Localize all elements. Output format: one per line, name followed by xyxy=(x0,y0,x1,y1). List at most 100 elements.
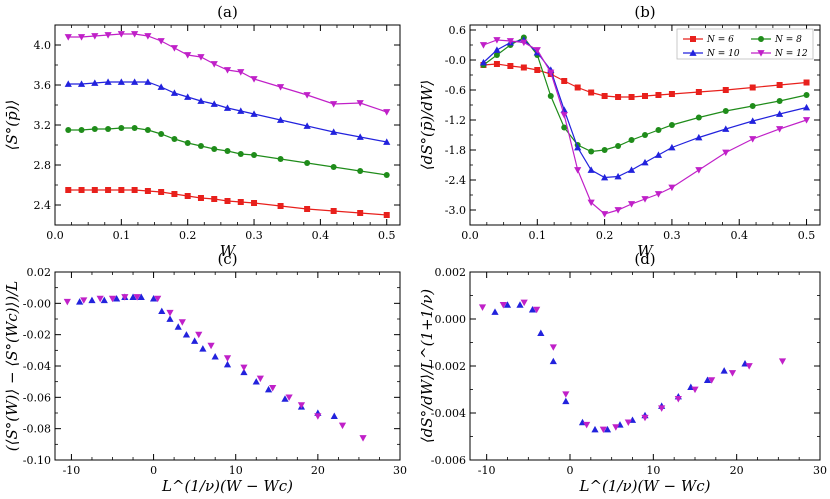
series-n6-point xyxy=(197,195,204,201)
panel-d: (d) L^(1/ν)(W − Wc) ⟨dS°/dW⟩/L^(1+1/ν) -… xyxy=(418,250,827,495)
series-n12-point xyxy=(223,355,232,362)
series-n10-point xyxy=(802,103,811,111)
legend-label-n6: N = 6 xyxy=(706,35,734,45)
series-n12 xyxy=(479,37,811,218)
panel-d-title: (d) xyxy=(634,250,655,268)
series-n12-point xyxy=(166,309,174,317)
series-n12-point xyxy=(802,117,811,124)
series-n12-point xyxy=(695,167,703,174)
series-n10-point xyxy=(720,367,728,374)
series-n10-point xyxy=(695,133,703,141)
series-n8-point xyxy=(304,160,311,166)
series-n8-point xyxy=(628,137,635,143)
series-n10-point xyxy=(223,104,232,111)
x-tick-label: 0.5 xyxy=(378,229,396,242)
series-n10-point xyxy=(237,107,245,114)
y-tick-label: -0.004 xyxy=(431,407,466,420)
series-n10 xyxy=(64,78,391,145)
y-tick-label: -0.04 xyxy=(23,360,51,373)
series-n10-point xyxy=(210,100,218,107)
series-n12-point xyxy=(80,297,88,304)
series-n12-point xyxy=(184,52,192,59)
y-tick-label: -0.02 xyxy=(23,329,51,342)
series-n10-point xyxy=(356,133,364,140)
series-n12-point xyxy=(285,394,293,401)
series-n8-point xyxy=(615,143,622,149)
series-n12-point xyxy=(144,33,152,40)
series-n6-point xyxy=(507,63,514,69)
series-n6-point xyxy=(574,84,581,91)
series-n6-point xyxy=(534,67,541,73)
series-n12-point xyxy=(297,402,306,409)
series-n12-point xyxy=(601,211,609,218)
series-n8-point xyxy=(131,125,138,131)
series-n12-point xyxy=(131,31,139,38)
series-n10-point xyxy=(182,331,191,338)
legend-label-n8: N = 8 xyxy=(774,35,802,45)
legend-frame xyxy=(676,28,814,60)
series-n8-point xyxy=(65,127,72,133)
series-n10-point xyxy=(197,97,205,104)
series-n10-line xyxy=(483,39,807,179)
series-n10-point xyxy=(100,296,108,304)
series-n6-point xyxy=(668,91,675,97)
series-n8-point xyxy=(251,152,258,158)
series-n8-point xyxy=(277,156,284,162)
series-n12-point xyxy=(627,201,636,208)
y-tick-label: -1.2 xyxy=(445,114,466,127)
series-n6-point xyxy=(184,193,191,199)
series-n12-point xyxy=(170,45,179,52)
series-n12-point xyxy=(63,298,71,306)
series-n12-point xyxy=(207,342,215,350)
series-n12-point xyxy=(223,67,232,74)
series-n8-point xyxy=(547,93,554,99)
series-n8-point xyxy=(144,127,151,133)
x-tick-label: -10 xyxy=(63,464,81,477)
series-n10-point xyxy=(211,353,219,360)
series-n12-line xyxy=(483,39,807,215)
series-n10-point xyxy=(131,78,139,85)
series-n12-point xyxy=(654,191,663,198)
series-n10-point xyxy=(603,425,612,433)
series-n10-point xyxy=(184,93,192,100)
series-n8-point xyxy=(211,146,218,152)
series-n6-point xyxy=(749,84,756,91)
series-n10-point xyxy=(516,301,524,308)
series-n10-point xyxy=(562,397,570,405)
plot-frame xyxy=(469,24,821,226)
series-n10-point xyxy=(493,46,501,53)
series-n6-line xyxy=(483,63,807,98)
series-n12-point xyxy=(77,34,86,41)
series-n10-point xyxy=(157,83,165,90)
series-n6-point xyxy=(383,212,390,218)
series-n6-point xyxy=(695,89,702,95)
series-n6-point xyxy=(158,189,165,195)
series-n12-point xyxy=(240,364,248,372)
plot-frame xyxy=(54,24,401,226)
x-tick-label: 30 xyxy=(813,464,827,477)
series-n10-point xyxy=(76,298,84,305)
y-tick-label: 3.6 xyxy=(34,79,52,92)
series-n12-point xyxy=(91,33,99,40)
series-n10-point xyxy=(144,78,152,85)
series-n10 xyxy=(491,301,749,433)
series-n12-point xyxy=(506,38,514,45)
series-n12-point xyxy=(117,31,125,38)
series-n8-point xyxy=(105,126,112,132)
series-n12-point xyxy=(479,42,488,49)
series-n10-point xyxy=(264,385,273,393)
x-tick-label: 0 xyxy=(150,464,157,477)
series-n6-point xyxy=(520,64,527,71)
series-n12-point xyxy=(303,92,311,99)
series-n6-point xyxy=(561,78,568,84)
series-n10-point xyxy=(330,412,338,420)
series-n6-point xyxy=(78,187,85,193)
series-n10-point xyxy=(549,357,557,365)
series-n6-point xyxy=(588,89,595,96)
series-n12-point xyxy=(691,386,699,394)
y-tick-label: -1.8 xyxy=(445,144,466,157)
series-n12-point xyxy=(330,101,338,108)
series-n8 xyxy=(65,125,390,178)
series-n8-point xyxy=(330,164,337,170)
series-n8-point xyxy=(561,124,568,131)
